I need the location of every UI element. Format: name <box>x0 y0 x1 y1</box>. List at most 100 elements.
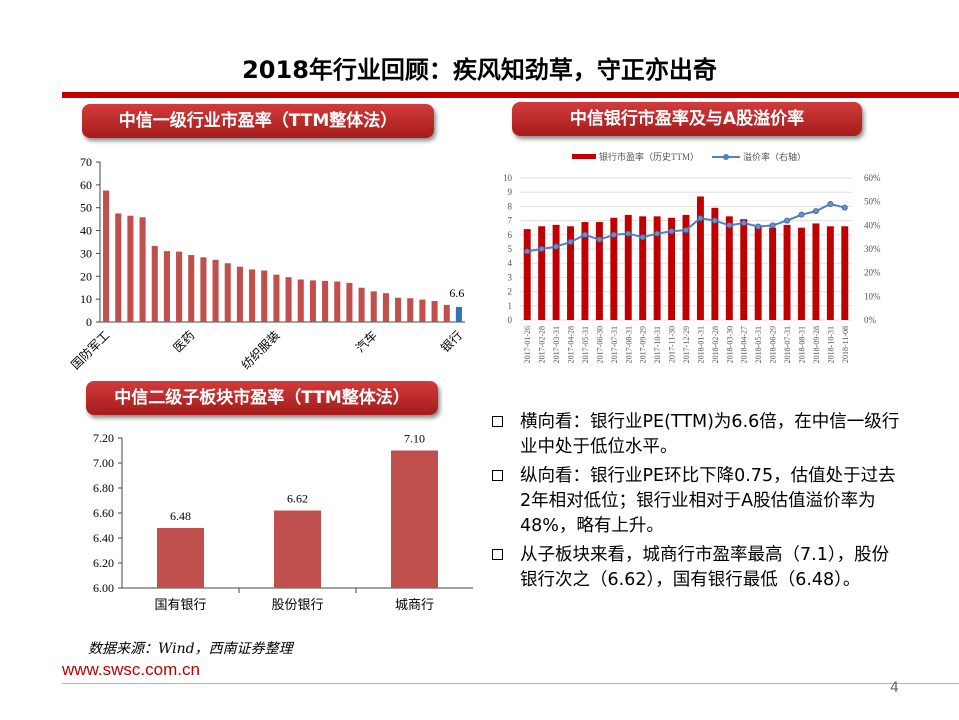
left-tick-label: 5 <box>508 244 513 254</box>
premium-point <box>798 211 805 218</box>
bar <box>841 226 849 320</box>
bar <box>115 213 122 322</box>
x-tick-label: 2017-09-29 <box>639 326 648 363</box>
right-tick-label: 60% <box>864 173 881 183</box>
bar <box>261 270 268 322</box>
premium-point <box>812 208 819 215</box>
bar <box>346 282 353 322</box>
x-tick-label: 城商行 <box>395 597 434 612</box>
x-tick-label: 医药 <box>170 328 197 355</box>
chart1-title: 中信一级行业市盈率（TTM整体法） <box>82 104 434 138</box>
left-tick-label: 10 <box>503 173 513 183</box>
premium-point <box>697 215 704 222</box>
data-source-note: 数据来源：Wind，西南证券整理 <box>88 641 293 657</box>
bar <box>696 196 704 320</box>
left-tick-label: 6 <box>508 230 513 240</box>
x-tick-label: 国防军工 <box>68 328 113 373</box>
x-tick-label: 2018-06-29 <box>769 326 778 363</box>
premium-point <box>827 201 834 208</box>
x-tick-label: 2018-10-31 <box>826 326 835 363</box>
legend-marker <box>723 154 729 160</box>
premium-point <box>668 228 675 235</box>
left-tick-label: 0 <box>508 315 513 325</box>
x-tick-label: 纺织服装 <box>239 328 283 372</box>
premium-point <box>639 234 646 241</box>
x-tick-label: 股份银行 <box>271 597 323 612</box>
bar <box>249 269 256 322</box>
bar <box>297 279 304 322</box>
premium-point <box>711 217 718 224</box>
legend-label: 溢价率（右轴） <box>743 151 806 162</box>
x-tick-label: 2017-10-31 <box>653 326 662 363</box>
bar <box>610 217 618 320</box>
bar <box>176 251 183 322</box>
y-tick-label: 6.40 <box>93 531 114 545</box>
bar <box>769 227 777 320</box>
x-tick-label: 2018-01-31 <box>696 326 705 363</box>
legend-swatch-bars <box>572 154 596 159</box>
y-tick-label: 60 <box>80 178 92 192</box>
x-tick-label: 2017-04-28 <box>567 326 576 363</box>
x-tick-label: 2017-08-31 <box>624 326 633 363</box>
bar <box>273 274 280 322</box>
website-link[interactable]: www.swsc.com.cn <box>62 660 200 679</box>
bar <box>826 226 834 320</box>
bar-data-label: 7.10 <box>404 432 425 446</box>
bar <box>200 257 207 322</box>
checkbox-bullet-icon <box>492 549 503 560</box>
bar <box>358 287 365 322</box>
y-tick-label: 7.20 <box>93 431 114 445</box>
bar <box>224 263 231 322</box>
industry-pe-chart: 0 10 20 30 40 50 60 70 6.6 国防军工 医药 纺织服装 汽车 银行 <box>68 155 465 373</box>
y-tick-label: 50 <box>80 201 92 215</box>
bar <box>682 214 690 320</box>
bar <box>188 255 195 322</box>
bar <box>309 280 316 322</box>
bar <box>581 222 589 320</box>
bar <box>395 297 402 322</box>
bar <box>334 281 341 322</box>
sub-sector-pe-chart: 6.00 6.20 6.40 6.60 6.80 7.00 7.20 6.48 国有银行 6.62… <box>93 431 473 612</box>
x-tick-label: 2018-03-30 <box>725 326 734 363</box>
bullet-item: 纵向看：银行业PE环比下降0.75，估值处于过去2年相对低位；银行业相对于A股估… <box>490 464 900 539</box>
premium-point <box>654 230 661 237</box>
premium-point <box>596 236 603 243</box>
page-title: 2018年行业回顾：疾风知劲草，守正亦出奇 <box>242 56 717 84</box>
x-tick-label: 2018-05-31 <box>754 326 763 363</box>
premium-point <box>841 204 848 211</box>
page-number: 4 <box>890 680 899 696</box>
y-tick-label: 40 <box>80 224 92 238</box>
bar <box>212 259 219 322</box>
left-tick-label: 3 <box>508 272 513 282</box>
bar <box>370 291 377 322</box>
bar <box>754 226 762 320</box>
premium-point <box>610 231 617 238</box>
right-tick-label: 20% <box>864 268 881 278</box>
bar <box>443 304 450 322</box>
y-tick-label: 10 <box>80 292 92 306</box>
bar <box>431 300 438 322</box>
y-tick-label: 0 <box>86 315 92 329</box>
bar <box>595 222 603 320</box>
premium-point <box>538 246 545 253</box>
left-tick-label: 7 <box>508 216 513 226</box>
legend-label: 银行市盈率（历史TTM） <box>599 151 699 162</box>
premium-point <box>553 243 560 250</box>
bar <box>538 226 546 320</box>
bullet-list: 横向看：银行业PE(TTM)为6.6倍，在中信一级行业中处于低位水平。 纵向看：… <box>490 410 900 597</box>
left-tick-label: 9 <box>508 187 513 197</box>
bar-data-label: 6.62 <box>287 492 308 506</box>
bar <box>163 251 170 322</box>
premium-point <box>740 219 747 226</box>
bar <box>455 306 462 322</box>
premium-point <box>567 238 574 245</box>
premium-point <box>625 230 632 237</box>
premium-point <box>784 217 791 224</box>
premium-point <box>726 222 733 229</box>
y-tick-label: 6.20 <box>93 556 114 570</box>
premium-point <box>524 248 531 255</box>
bar <box>322 280 329 322</box>
left-tick-label: 1 <box>508 301 513 311</box>
bar <box>274 510 321 588</box>
x-tick-label: 汽车 <box>352 328 380 356</box>
